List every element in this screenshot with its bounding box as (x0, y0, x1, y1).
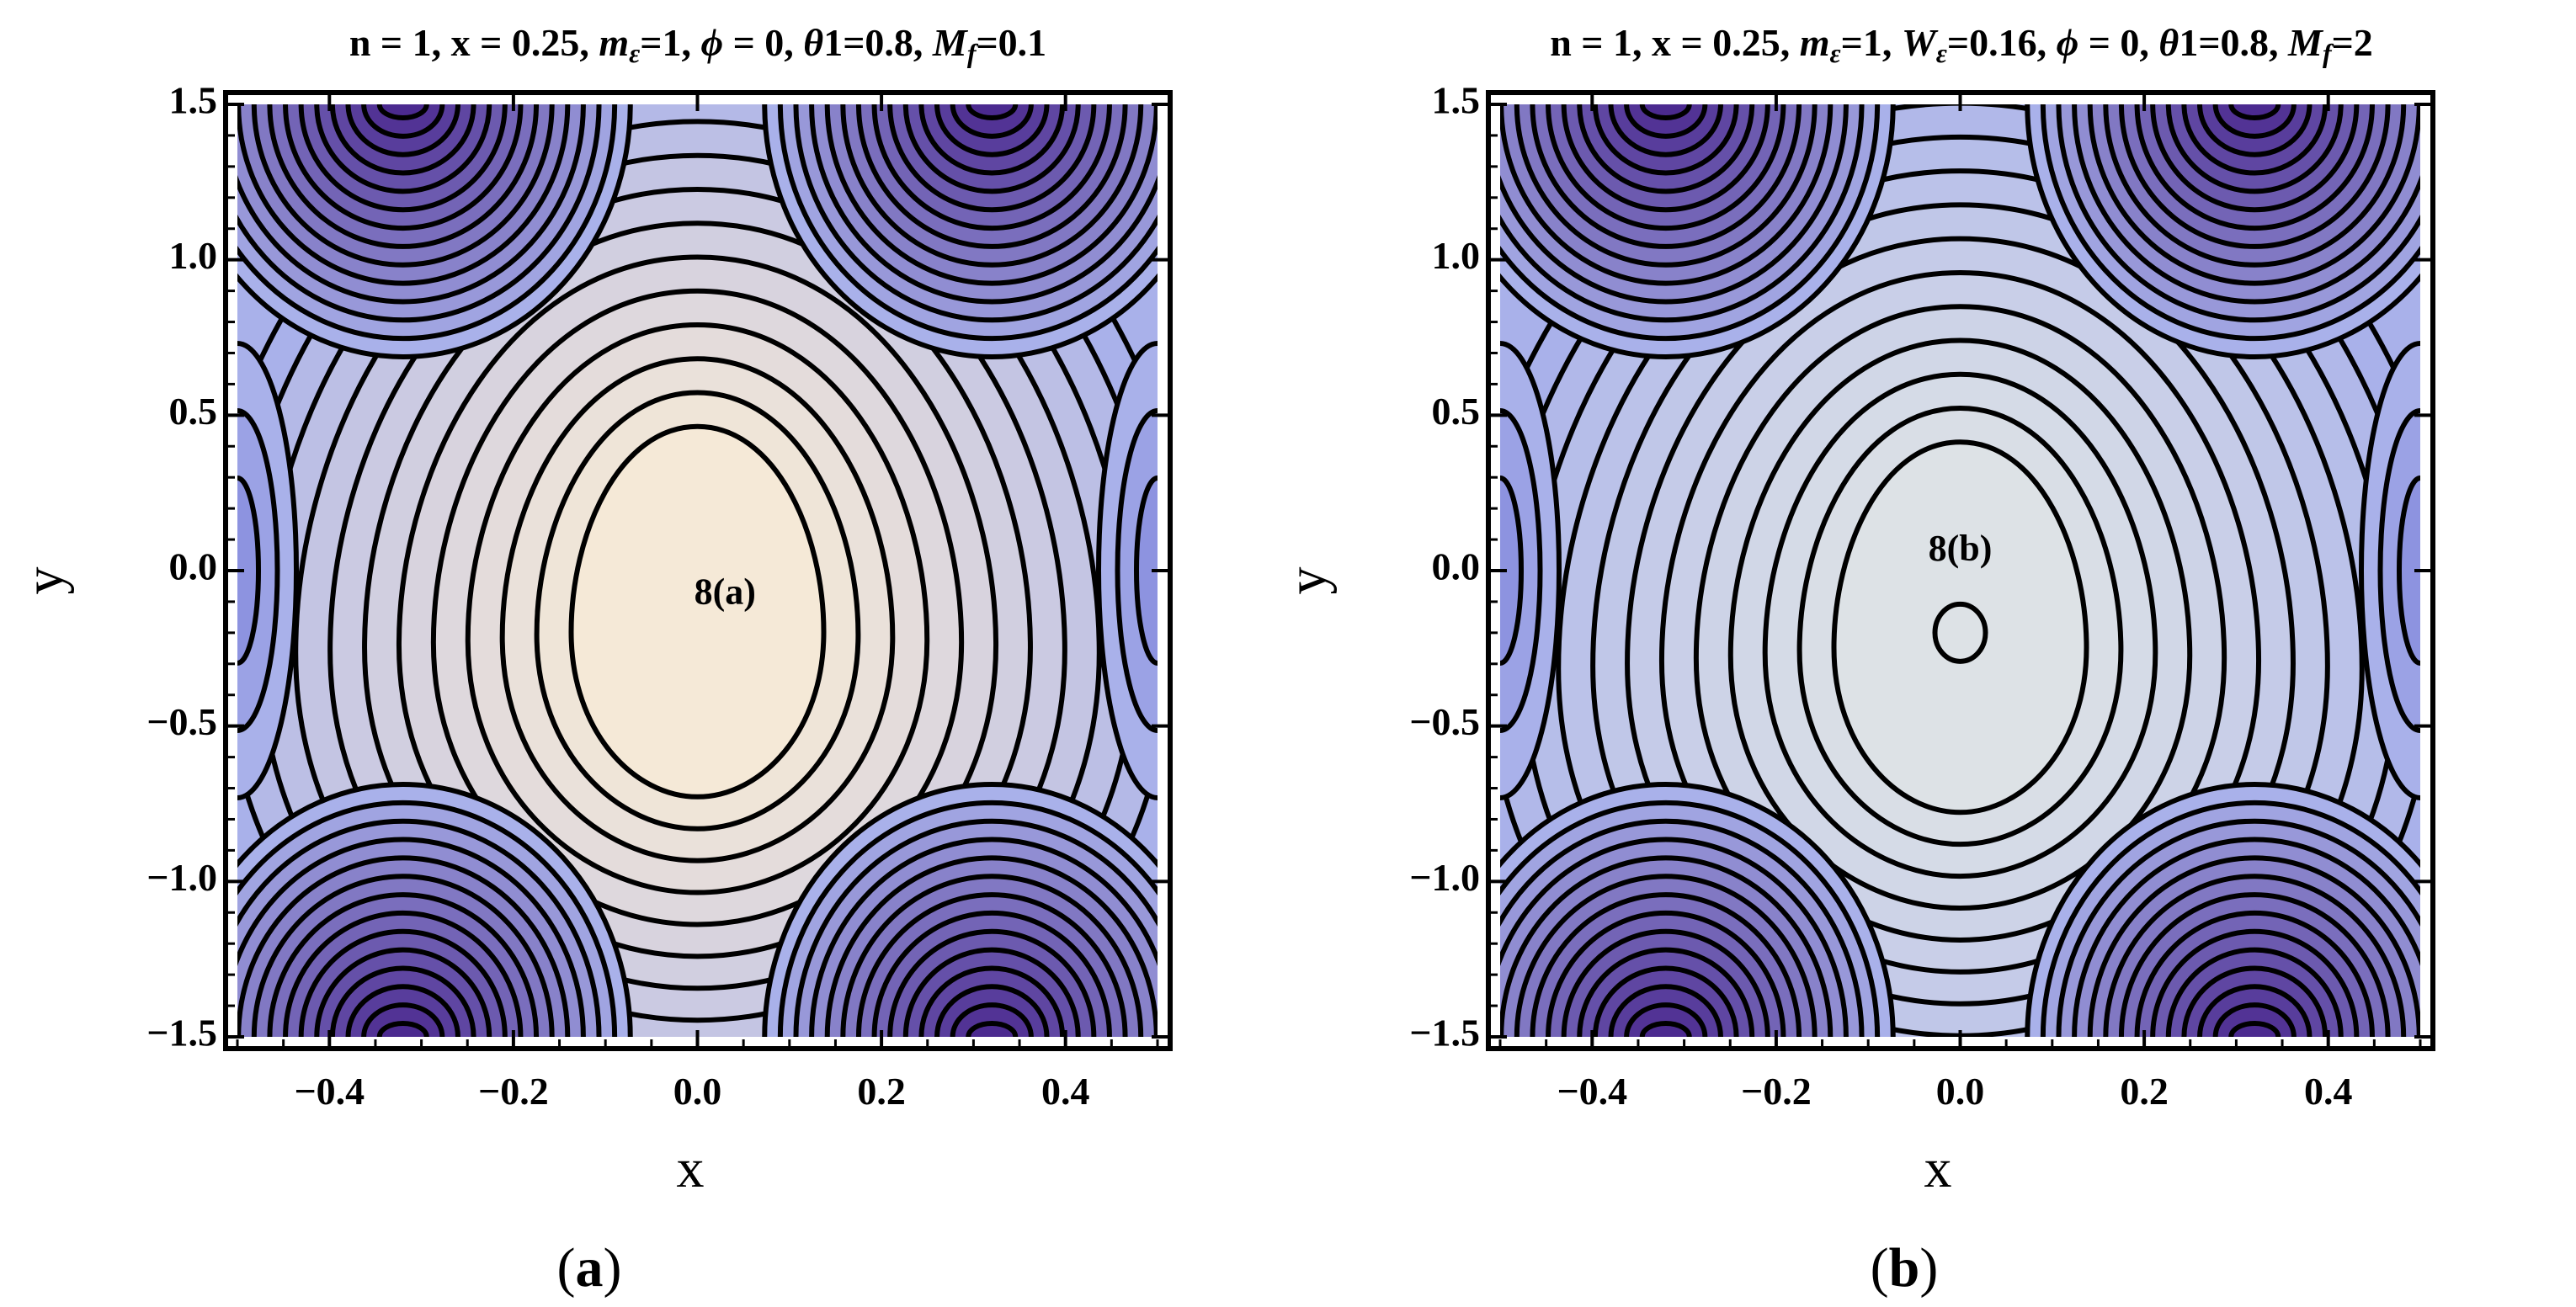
panel-title-part: n = 1, x = 0.25, (349, 21, 599, 64)
contour-line (1639, 104, 1692, 120)
contour-line (2228, 104, 2281, 120)
x-tick-label: 0.2 (2120, 1070, 2169, 1113)
x-tick-label: 0.4 (2304, 1070, 2353, 1113)
panel-caption-part: ( (557, 1237, 576, 1299)
contour-line (2228, 1021, 2281, 1037)
y-tick-label: 1.5 (1432, 79, 1481, 122)
panel-title-part: f (2323, 38, 2334, 68)
panel-caption-part: a (576, 1237, 604, 1299)
panel-caption-part: ) (604, 1237, 622, 1299)
y-tick-label: −1.0 (146, 856, 217, 899)
contour-line (1639, 1021, 1692, 1037)
contour-area (1500, 104, 2420, 1037)
panel-caption-part: ) (1919, 1237, 1938, 1299)
contour-line (1134, 476, 1158, 666)
panel-title-part: =2 (2332, 21, 2373, 64)
panel-title-part: ε (629, 38, 640, 68)
panel-caption-part: ( (1871, 1237, 1889, 1299)
contour-line (1831, 439, 2089, 816)
panel-title-part: 1=0.8, (2179, 21, 2288, 64)
panel-title-part: = 0, (2078, 21, 2158, 64)
y-tick-label: −0.5 (146, 700, 217, 743)
panel-title-part: m (599, 21, 629, 64)
contour-line (1932, 601, 1988, 664)
y-tick-label: 1.0 (169, 234, 218, 277)
contour-line (1500, 476, 1524, 666)
y-tick-label: −0.5 (1409, 700, 1480, 743)
contour-line (2397, 476, 2420, 666)
x-axis-label: x (677, 1138, 705, 1199)
y-axis-label: y (13, 567, 75, 595)
x-tick-label: 0.0 (1936, 1070, 1985, 1113)
contour-line (376, 1021, 429, 1037)
panel-title-part: ε (1936, 38, 1947, 68)
y-axis-label: y (1276, 567, 1338, 595)
contour-annotation: 8(a) (695, 571, 756, 613)
contour-line (237, 476, 261, 666)
contour-line (966, 1021, 1019, 1037)
panel-title-part: ϕ (2057, 21, 2079, 64)
contour-annotation: 8(b) (1929, 528, 1993, 569)
panel-title-part: M (2287, 21, 2324, 64)
panel-title-part: θ (2158, 21, 2179, 64)
panel-title: n = 1, x = 0.25, mε=1, Wε=0.16, ϕ = 0, θ… (1550, 21, 2373, 68)
panel-title: n = 1, x = 0.25, mε=1, ϕ = 0, θ1=0.8, Mf… (349, 21, 1046, 68)
y-tick-label: 1.5 (169, 79, 218, 122)
x-tick-label: −0.4 (1557, 1070, 1627, 1113)
panel-title-part: ε (1829, 38, 1840, 68)
x-tick-label: −0.2 (478, 1070, 549, 1113)
y-tick-label: −1.5 (146, 1012, 217, 1055)
panel-title-part: M (932, 21, 969, 64)
panel-a: 8(a) −0.4 −0.2 0.0 0.2 0.4 1.5 1.0 0.5 0.0 −0.5 −1.… (13, 21, 1173, 1299)
contour-line (966, 104, 1019, 120)
panel-title-part: θ (803, 21, 823, 64)
panel-title-part: =0.16, (1947, 21, 2057, 64)
x-tick-label: −0.2 (1741, 1070, 1812, 1113)
y-tick-label: 0.5 (169, 390, 218, 433)
y-tick-label: 0.0 (169, 545, 218, 588)
y-tick-label: 1.0 (1432, 234, 1481, 277)
x-axis-label: x (1924, 1138, 1952, 1199)
panel-title-part: ϕ (700, 21, 723, 64)
panel-b: 8(b) −0.4 −0.2 0.0 0.2 0.4 1.5 1.0 0.5 0.0 −0.5 −1.… (1276, 21, 2435, 1299)
x-tick-label: −0.4 (294, 1070, 365, 1113)
panel-title-part: = 0, (723, 21, 803, 64)
panel-title-part: f (967, 38, 979, 68)
panel-title-part: 1=0.8, (823, 21, 933, 64)
contour-area (237, 104, 1158, 1037)
panel-title-part: =1, (640, 21, 700, 64)
panel-caption: (a) (557, 1237, 622, 1299)
panel-title-part: =1, (1841, 21, 1902, 64)
y-tick-label: 0.5 (1432, 390, 1481, 433)
contour-line (376, 104, 429, 120)
panel-title-part: =0.1 (976, 21, 1046, 64)
x-tick-label: 0.4 (1041, 1070, 1090, 1113)
panel-title-part: n = 1, x = 0.25, (1550, 21, 1800, 64)
panel-caption: (b) (1871, 1237, 1939, 1299)
y-tick-label: −1.0 (1409, 856, 1480, 899)
y-tick-label: 0.0 (1432, 545, 1481, 588)
panel-caption-part: b (1889, 1237, 1920, 1299)
x-tick-label: 0.0 (673, 1070, 722, 1113)
contour-line (568, 423, 827, 800)
panel-title-part: W (1902, 21, 1939, 64)
panel-title-part: m (1800, 21, 1830, 64)
y-tick-label: −1.5 (1409, 1012, 1480, 1055)
x-tick-label: 0.2 (857, 1070, 906, 1113)
